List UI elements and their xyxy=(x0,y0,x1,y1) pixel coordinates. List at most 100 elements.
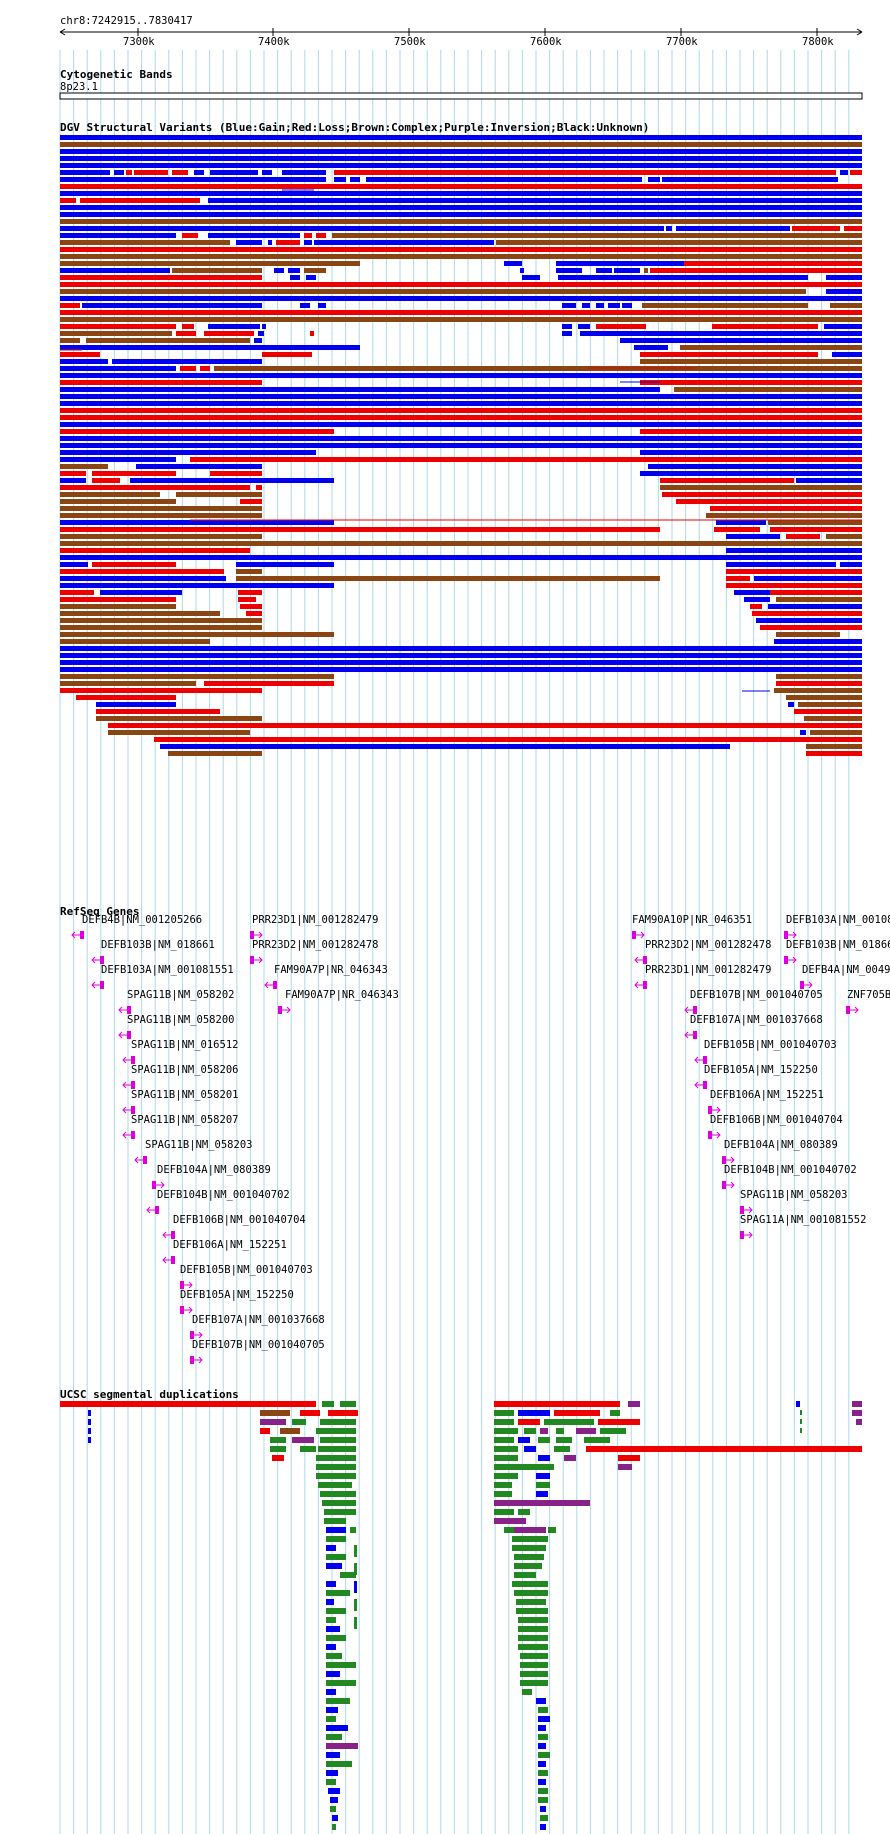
gene-feature[interactable] xyxy=(134,1156,147,1164)
dgv-gain-feature[interactable] xyxy=(596,268,612,273)
segdup-green-block[interactable] xyxy=(354,1581,357,1593)
dgv-gain-feature[interactable] xyxy=(60,345,360,350)
dgv-loss-feature[interactable] xyxy=(60,471,86,476)
dgv-complex-feature[interactable] xyxy=(60,618,262,623)
segdup-green-block[interactable] xyxy=(316,1464,356,1470)
dgv-gain-feature[interactable] xyxy=(60,226,664,231)
dgv-loss-feature[interactable] xyxy=(172,170,188,175)
segdup-blue-block[interactable] xyxy=(536,1698,546,1704)
segdup-green-block[interactable] xyxy=(518,1635,548,1641)
dgv-gain-feature[interactable] xyxy=(304,240,312,245)
segdup-red-block[interactable] xyxy=(554,1410,600,1416)
dgv-complex-feature[interactable] xyxy=(806,744,862,749)
dgv-loss-feature[interactable] xyxy=(726,576,750,581)
segdup-green-block[interactable] xyxy=(518,1509,530,1515)
segdup-red-block[interactable] xyxy=(260,1428,270,1434)
gene-feature[interactable] xyxy=(118,1031,131,1039)
dgv-loss-feature[interactable] xyxy=(806,751,862,756)
dgv-complex-feature[interactable] xyxy=(768,520,862,525)
dgv-complex-feature[interactable] xyxy=(60,289,806,294)
dgv-complex-feature[interactable] xyxy=(804,716,862,721)
gene-label[interactable]: DEFB107B|NM_001040705 xyxy=(690,989,823,1001)
segdup-green-block[interactable] xyxy=(354,1545,357,1557)
dgv-loss-feature[interactable] xyxy=(60,352,100,357)
segdup-green-block[interactable] xyxy=(494,1437,514,1443)
dgv-gain-feature[interactable] xyxy=(582,303,590,308)
segdup-blue-block[interactable] xyxy=(796,1401,800,1407)
gene-feature[interactable] xyxy=(122,1106,135,1114)
dgv-gain-feature[interactable] xyxy=(60,646,862,651)
dgv-loss-feature[interactable] xyxy=(60,485,250,490)
segdup-green-block[interactable] xyxy=(512,1545,546,1551)
segdup-blue-block[interactable] xyxy=(524,1446,536,1452)
dgv-complex-feature[interactable] xyxy=(60,513,262,518)
segdup-green-block[interactable] xyxy=(494,1464,554,1470)
gene-feature[interactable] xyxy=(694,1081,707,1089)
dgv-gain-feature[interactable] xyxy=(622,303,632,308)
segdup-blue-block[interactable] xyxy=(326,1563,342,1569)
gene-label[interactable]: DEFB107A|NM_001037668 xyxy=(690,1014,823,1026)
dgv-loss-feature[interactable] xyxy=(60,429,334,434)
dgv-loss-feature[interactable] xyxy=(92,471,176,476)
gene-label[interactable]: FAM90A10P|NR_046351 xyxy=(632,914,752,926)
segdup-red-block[interactable] xyxy=(586,1446,862,1452)
segdup-green-block[interactable] xyxy=(610,1410,620,1416)
dgv-loss-feature[interactable] xyxy=(200,366,210,371)
segdup-green-block[interactable] xyxy=(600,1428,626,1434)
gene-label[interactable]: PRR23D2|NM_001282478 xyxy=(645,939,771,951)
dgv-gain-feature[interactable] xyxy=(60,191,862,196)
gene-feature[interactable] xyxy=(740,1206,753,1214)
segdup-green-block[interactable] xyxy=(516,1608,548,1614)
gene-label[interactable]: DEFB103A|NM_001081551 xyxy=(101,964,234,976)
segdup-blue-block[interactable] xyxy=(326,1599,334,1605)
dgv-complex-feature[interactable] xyxy=(60,464,108,469)
gene-feature[interactable] xyxy=(846,1006,859,1014)
dgv-loss-feature[interactable] xyxy=(180,366,196,371)
dgv-gain-feature[interactable] xyxy=(580,331,602,336)
segdup-green-block[interactable] xyxy=(326,1590,350,1596)
dgv-gain-feature[interactable] xyxy=(60,233,176,238)
dgv-gain-feature[interactable] xyxy=(160,744,730,749)
dgv-gain-feature[interactable] xyxy=(832,352,862,357)
segdup-red-block[interactable] xyxy=(494,1401,620,1407)
dgv-loss-feature[interactable] xyxy=(60,282,862,287)
dgv-gain-feature[interactable] xyxy=(60,660,862,665)
gene-label[interactable]: DEFB106A|NM_152251 xyxy=(710,1089,824,1101)
dgv-loss-feature[interactable] xyxy=(776,681,862,686)
segdup-blue-block[interactable] xyxy=(326,1752,340,1758)
segdup-green-block[interactable] xyxy=(556,1428,564,1434)
segdup-blue-block[interactable] xyxy=(518,1410,550,1416)
dgv-complex-feature[interactable] xyxy=(236,569,262,574)
segdup-green-block[interactable] xyxy=(494,1473,518,1479)
dgv-complex-feature[interactable] xyxy=(60,541,862,546)
gene-label[interactable]: DEFB103B|NM_018661 xyxy=(101,939,215,951)
dgv-complex-feature[interactable] xyxy=(168,751,262,756)
gene-label[interactable]: FAM90A7P|NR_046343 xyxy=(285,989,399,1001)
dgv-gain-feature[interactable] xyxy=(60,373,862,378)
segdup-green-block[interactable] xyxy=(354,1599,357,1611)
dgv-loss-feature[interactable] xyxy=(256,485,262,490)
segdup-green-block[interactable] xyxy=(320,1419,356,1425)
segdup-blue-block[interactable] xyxy=(326,1707,338,1713)
dgv-loss-feature[interactable] xyxy=(262,352,312,357)
gene-feature[interactable] xyxy=(118,1006,131,1014)
segdup-green-block[interactable] xyxy=(330,1806,336,1812)
dgv-loss-feature[interactable] xyxy=(176,331,196,336)
segdup-green-block[interactable] xyxy=(494,1482,512,1488)
dgv-gain-feature[interactable] xyxy=(236,240,262,245)
segdup-purple-block[interactable] xyxy=(540,1428,548,1434)
gene-label[interactable]: SPAG11B|NM_058201 xyxy=(131,1089,238,1101)
gene-label[interactable]: SPAG11B|NM_058207 xyxy=(131,1114,238,1126)
segdup-green-block[interactable] xyxy=(494,1410,514,1416)
segdup-red-block[interactable] xyxy=(272,1455,284,1461)
gene-label[interactable]: DEFB104B|NM_001040702 xyxy=(724,1164,857,1176)
segdup-green-block[interactable] xyxy=(494,1428,518,1434)
dgv-gain-feature[interactable] xyxy=(60,156,862,161)
dgv-gain-feature[interactable] xyxy=(640,471,862,476)
dgv-gain-feature[interactable] xyxy=(800,730,806,735)
gene-feature[interactable] xyxy=(180,1306,193,1314)
dgv-gain-feature[interactable] xyxy=(82,303,262,308)
segdup-blue-block[interactable] xyxy=(538,1743,546,1749)
gene-feature[interactable] xyxy=(634,956,647,964)
dgv-gain-feature[interactable] xyxy=(774,639,862,644)
